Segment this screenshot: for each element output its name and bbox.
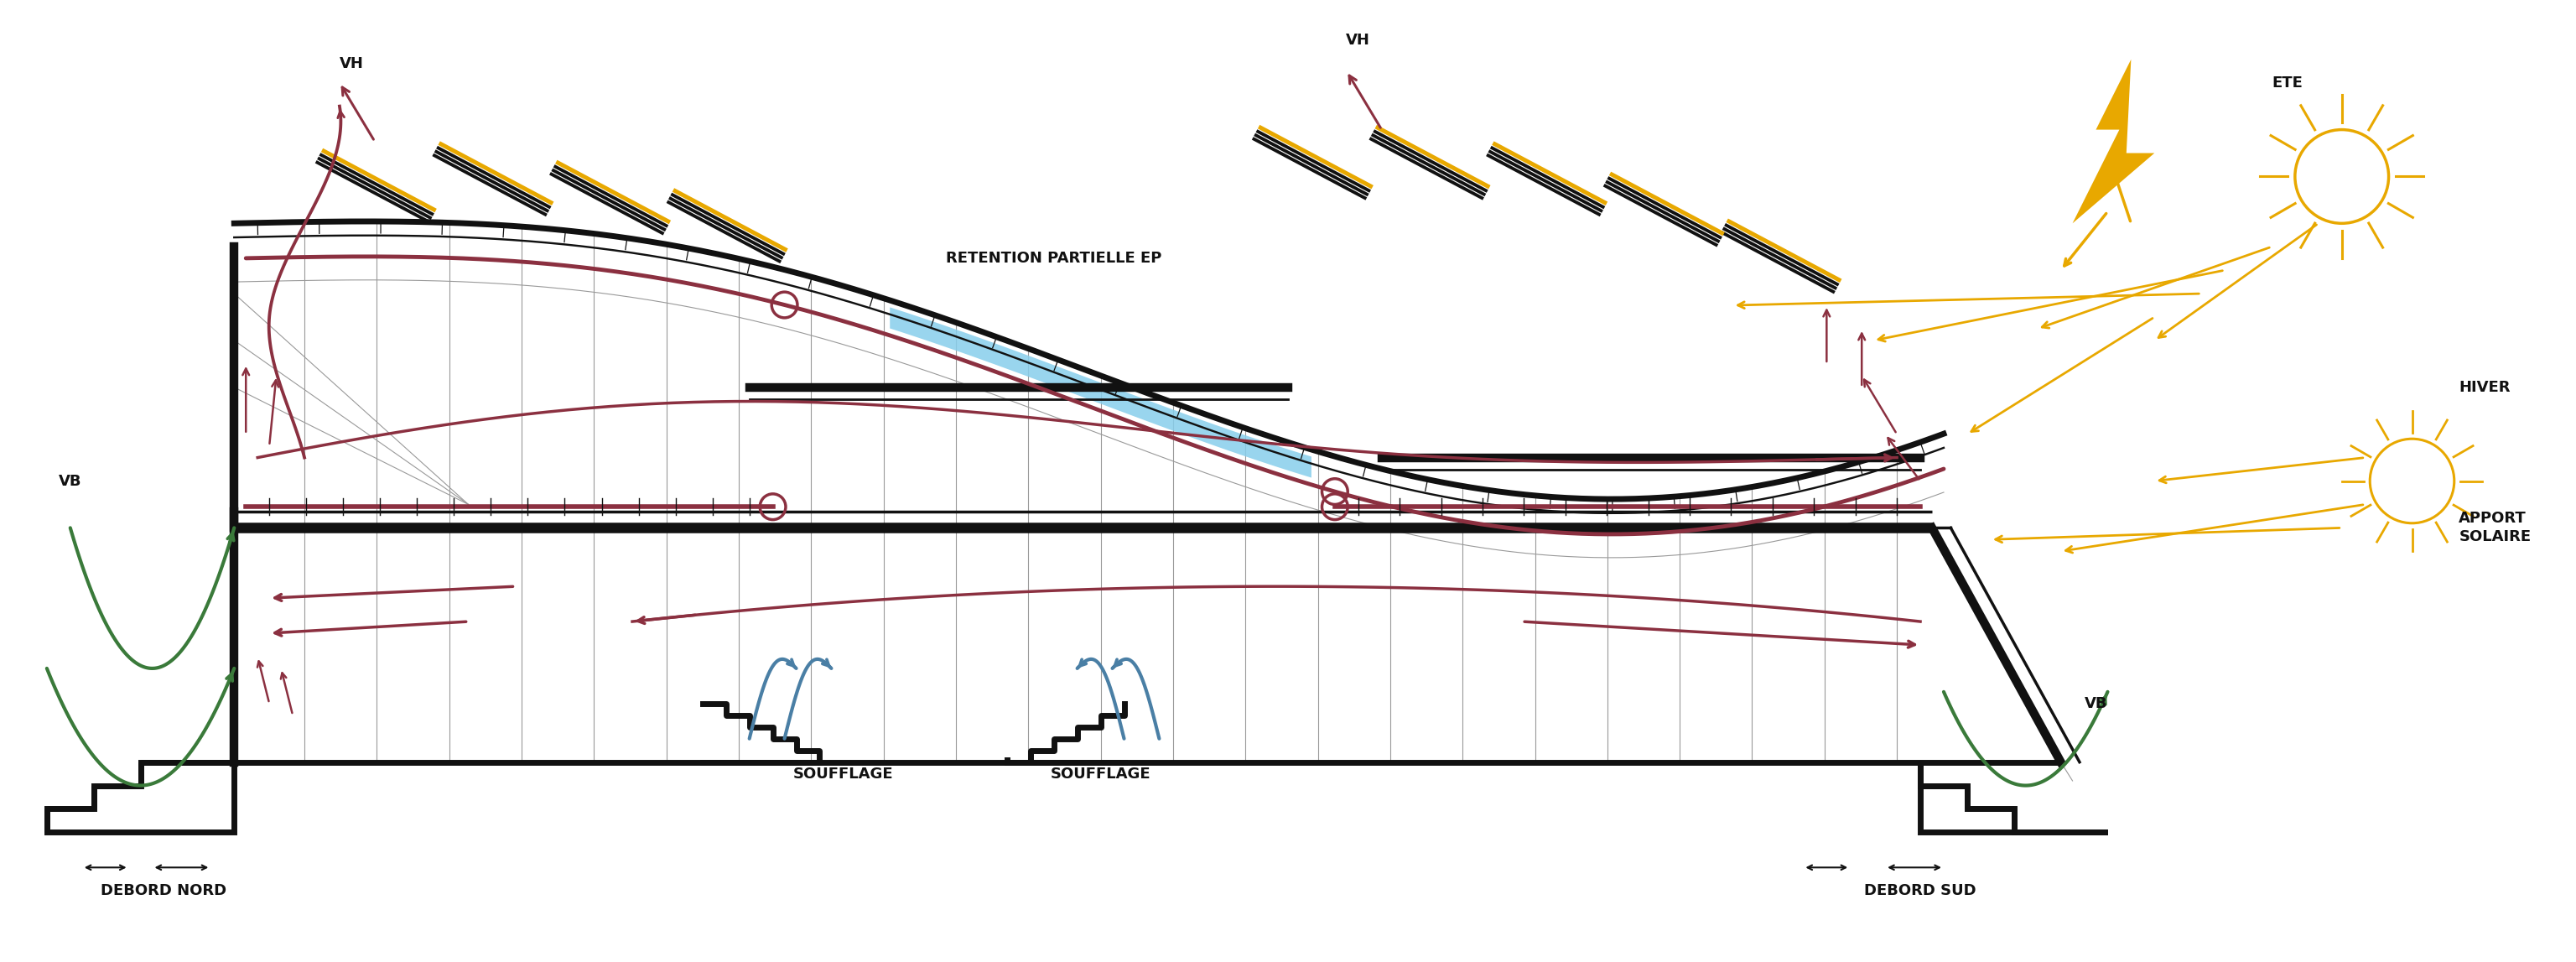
Circle shape [2370, 439, 2455, 523]
Polygon shape [889, 307, 1311, 478]
Polygon shape [46, 762, 234, 832]
Text: VB: VB [2084, 696, 2107, 711]
Text: SOUFFLAGE: SOUFFLAGE [793, 767, 894, 781]
Text: VH: VH [340, 56, 363, 71]
Text: VB: VB [59, 473, 82, 489]
Text: DEBORD NORD: DEBORD NORD [100, 883, 227, 899]
Polygon shape [2074, 60, 2154, 223]
Text: RETENTION PARTIELLE EP: RETENTION PARTIELLE EP [945, 251, 1162, 266]
Text: VH: VH [1347, 33, 1370, 48]
Text: APPORT
SOLAIRE: APPORT SOLAIRE [2460, 511, 2532, 544]
Circle shape [2295, 130, 2388, 223]
Text: DEBORD SUD: DEBORD SUD [1865, 883, 1976, 899]
Text: HIVER: HIVER [2460, 380, 2512, 394]
Text: ETE: ETE [2272, 75, 2303, 90]
Text: SOUFFLAGE: SOUFFLAGE [1051, 767, 1151, 781]
Polygon shape [1919, 762, 2107, 832]
